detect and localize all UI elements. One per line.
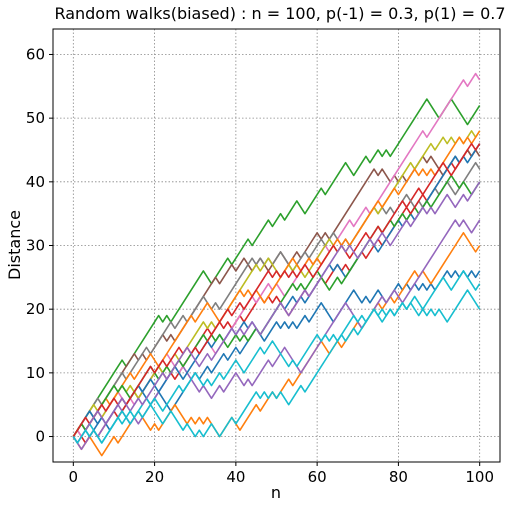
x-tick-label: 80 <box>389 468 408 486</box>
y-tick-label: 0 <box>35 428 45 446</box>
y-tick-label: 10 <box>26 364 45 382</box>
x-tick-label: 40 <box>226 468 245 486</box>
walk-line-14 <box>72 142 481 437</box>
y-axis-label: Distance <box>5 210 24 280</box>
walk-line-16 <box>72 289 481 444</box>
grid <box>53 29 500 462</box>
walk-line-3 <box>72 98 481 437</box>
x-tick-label: 0 <box>69 468 79 486</box>
x-tick-label: 100 <box>465 468 494 486</box>
walk-line-5 <box>72 219 481 451</box>
y-axis: 0 10 20 30 40 50 60 <box>26 45 53 446</box>
x-tick-label: 60 <box>308 468 327 486</box>
chart-title: Random walks(biased) : n = 100, p(-1) = … <box>54 4 505 23</box>
walk-line-10 <box>72 270 481 444</box>
y-tick-label: 30 <box>26 237 45 255</box>
y-tick-label: 40 <box>26 173 45 191</box>
y-tick-label: 60 <box>26 45 45 63</box>
y-tick-label: 20 <box>26 300 45 318</box>
x-axis-label: n <box>271 483 281 502</box>
y-tick-label: 50 <box>26 109 45 127</box>
walk-line-12 <box>72 130 481 437</box>
x-axis: 0 20 40 60 80 100 <box>69 462 494 486</box>
x-tick-label: 20 <box>145 468 164 486</box>
series-lines <box>72 72 481 457</box>
walk-line-8 <box>72 161 481 437</box>
walk-line-15 <box>72 181 481 444</box>
